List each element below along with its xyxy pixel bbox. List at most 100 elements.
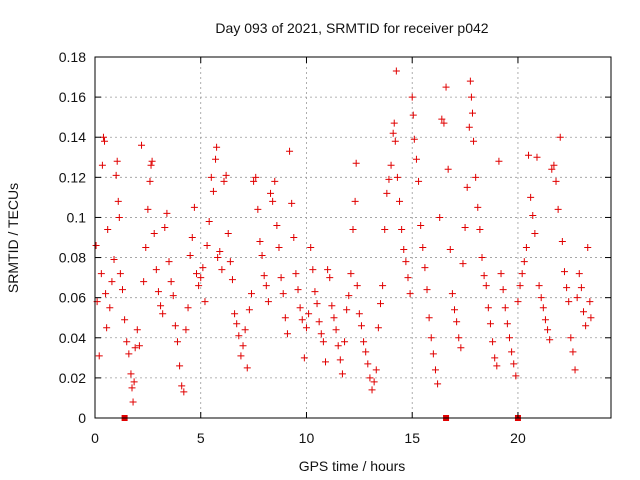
data-point [273, 221, 281, 229]
data-point [489, 338, 497, 346]
data-point [116, 270, 124, 278]
data-point [216, 248, 224, 256]
data-point [497, 270, 505, 278]
data-point [391, 137, 399, 145]
data-point [474, 203, 482, 211]
data-point [163, 209, 171, 217]
data-point [586, 298, 594, 306]
data-point [98, 161, 106, 169]
data-point [368, 386, 376, 394]
data-point [563, 284, 571, 292]
data-point [180, 388, 188, 396]
data-point [271, 177, 279, 185]
y-tick-label: 0.18 [59, 49, 86, 65]
data-point [529, 211, 537, 219]
data-point [398, 225, 406, 233]
data-point [300, 354, 308, 362]
data-point [571, 366, 579, 374]
data-point [315, 318, 323, 326]
data-point [142, 244, 150, 252]
data-point [341, 338, 349, 346]
data-point [400, 246, 408, 254]
data-point [512, 372, 520, 380]
data-point [326, 274, 334, 282]
data-point [245, 306, 253, 314]
data-point [522, 244, 530, 252]
data-point [292, 270, 300, 278]
data-point [421, 264, 429, 272]
data-point [264, 298, 272, 306]
data-point [587, 314, 595, 322]
data-point [161, 223, 169, 231]
data-point [205, 217, 213, 225]
data-point [231, 310, 239, 318]
x-tick-label: 15 [404, 430, 420, 446]
data-point [290, 234, 298, 241]
data-point [385, 175, 393, 183]
data-point [501, 304, 509, 312]
y-tick-label: 0.04 [59, 330, 86, 346]
data-point [104, 225, 112, 233]
data-point [472, 173, 480, 181]
data-point [147, 161, 155, 169]
data-point [349, 225, 357, 233]
data-point [476, 225, 484, 233]
data-point [499, 286, 507, 294]
x-tick-label: 5 [197, 430, 205, 446]
data-point [129, 398, 137, 406]
data-point [415, 177, 423, 185]
data-point [328, 302, 336, 310]
data-point [281, 314, 289, 322]
data-point [417, 221, 425, 229]
data-point [381, 225, 389, 233]
data-point [412, 155, 420, 163]
data-point [535, 282, 543, 290]
data-point [467, 93, 475, 101]
data-point [351, 197, 359, 205]
data-point [228, 276, 236, 284]
grid-layer [95, 57, 611, 418]
data-point [131, 344, 139, 352]
data-point [427, 334, 435, 342]
data-point [178, 382, 186, 390]
data-point [309, 266, 317, 274]
data-point [429, 350, 437, 358]
data-point [539, 304, 547, 312]
data-point [560, 268, 568, 276]
data-point [110, 256, 118, 264]
data-point [338, 370, 346, 378]
data-point [235, 332, 243, 340]
data-point [402, 258, 410, 266]
data-point [332, 326, 340, 334]
tick-label-layer: 0 0.02 0.04 0.06 0.08 0.1 0.12 0.14 0.16 0.18 0 5 10… [59, 49, 526, 446]
data-point [288, 199, 296, 207]
x-axis-label: GPS time / hours [299, 458, 406, 474]
data-point [330, 314, 338, 322]
data-point [520, 258, 528, 266]
chart-title: Day 093 of 2021, SRMTID for receiver p04… [215, 20, 488, 36]
data-point [283, 330, 291, 338]
data-point [425, 314, 433, 322]
data-point [419, 244, 427, 252]
data-point [527, 193, 535, 201]
data-point [455, 334, 463, 342]
data-point [224, 229, 232, 237]
data-point [396, 197, 404, 205]
data-point [410, 135, 418, 143]
y-tick-label: 0.14 [59, 129, 86, 145]
data-point [233, 320, 241, 328]
data-point [556, 133, 564, 141]
y-tick-label: 0 [78, 410, 86, 426]
y-tick-label: 0.1 [67, 209, 87, 225]
data-point [453, 318, 461, 326]
data-point [438, 115, 446, 123]
data-point [171, 322, 179, 330]
data-point [366, 374, 374, 382]
data-point [552, 177, 560, 185]
data-point [125, 350, 133, 358]
data-point [173, 338, 181, 346]
data-point [362, 348, 370, 356]
data-point [480, 272, 488, 280]
data-point [115, 213, 123, 221]
